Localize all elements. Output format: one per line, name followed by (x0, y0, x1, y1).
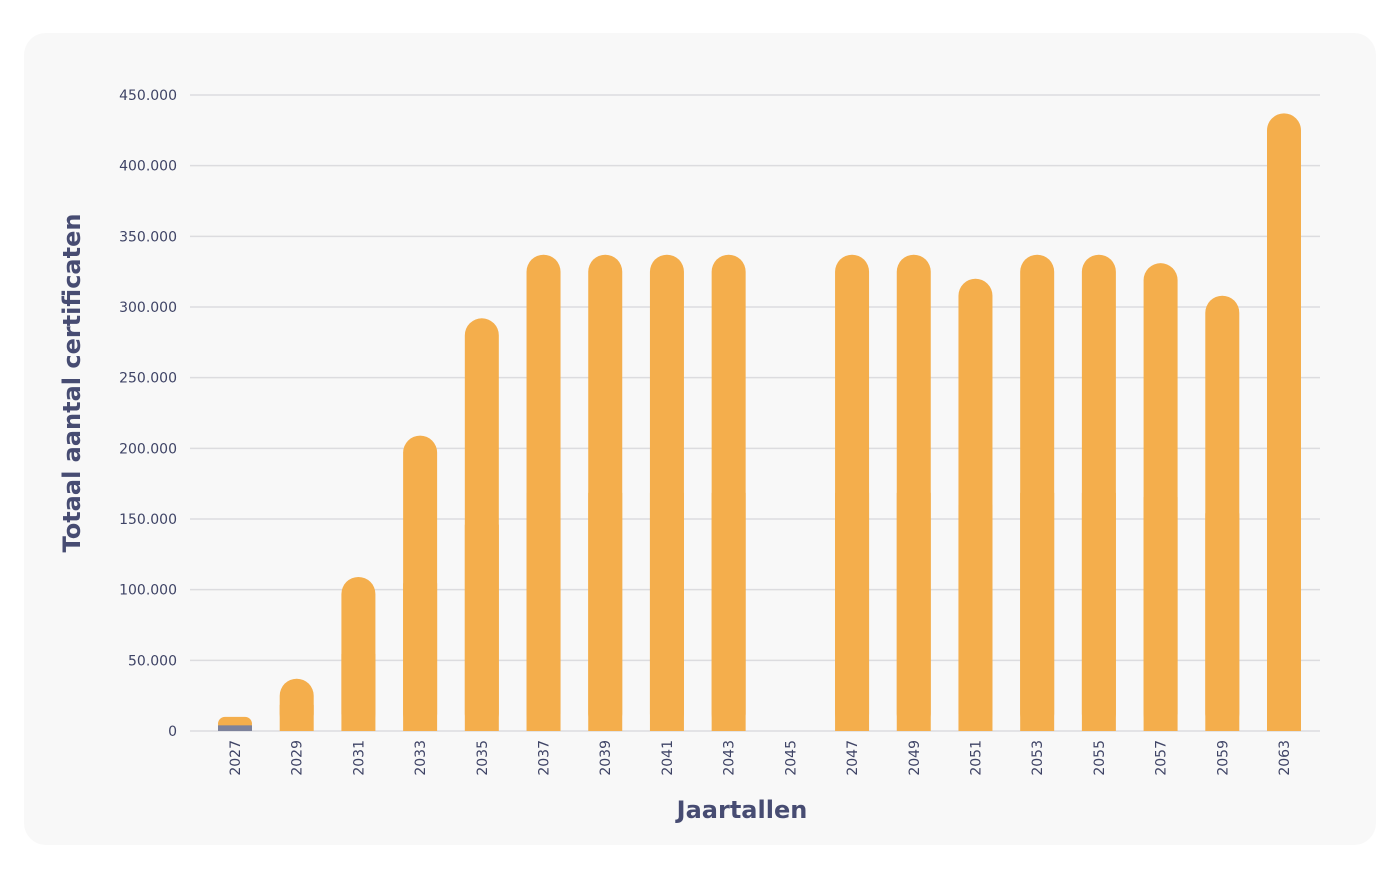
x-tick-label: 2043 (722, 740, 738, 776)
bar-base-2037 (526, 492, 561, 731)
x-tick-label: 2047 (845, 740, 861, 776)
x-tick-label: 2041 (660, 740, 676, 776)
x-tick-label: 2035 (475, 740, 491, 776)
bars (218, 113, 1301, 731)
bar-base-2055 (1081, 492, 1116, 731)
x-tick-label: 2055 (1092, 740, 1108, 776)
y-tick-label: 100.000 (119, 583, 177, 599)
gridlines (190, 94, 1320, 732)
bar-base-2031 (341, 653, 376, 731)
x-tick-label: 2057 (1154, 740, 1170, 776)
y-tick-label: 400.000 (119, 159, 177, 175)
x-tick-label: 2049 (907, 740, 923, 776)
x-tick-label: 2029 (290, 740, 306, 776)
bar-base-2035 (464, 524, 499, 731)
x-tick-label: 2051 (968, 740, 984, 776)
x-tick-label: 2031 (351, 740, 367, 776)
bar-base-2053 (1020, 492, 1055, 731)
y-tick-label: 450.000 (119, 88, 177, 104)
bar-base-2063 (1267, 422, 1301, 731)
bar-base-2051 (958, 504, 993, 731)
bar-base-2041 (649, 492, 684, 731)
x-tick-label: 2053 (1030, 740, 1046, 776)
y-tick-label: 350.000 (119, 229, 177, 245)
bar-base-2033 (403, 583, 438, 731)
y-tick-label: 150.000 (119, 512, 177, 528)
x-tick-label: 2059 (1215, 740, 1231, 776)
x-axis-ticks: 2027 2029 2031 2033 2035 2037 2039 2041 2043 2045… (228, 740, 1293, 776)
y-tick-label: 0 (168, 724, 177, 740)
bar-base-2039 (588, 492, 623, 731)
x-tick-label: 2033 (413, 740, 429, 776)
x-axis-title: Jaartallen (675, 796, 808, 824)
bar-base-2047 (835, 492, 870, 731)
x-tick-label: 2045 (783, 740, 799, 776)
y-tick-label: 250.000 (119, 371, 177, 387)
y-axis-title: Totaal aantal certificaten (58, 214, 86, 553)
y-axis-ticks: 0 50.000 100.000 150.000 200.000 250.000 300.0… (119, 88, 177, 740)
x-tick-label: 2037 (537, 740, 553, 776)
bar-base-2049 (896, 492, 931, 731)
bar-base-2057 (1143, 497, 1178, 731)
bar-base-2029 (279, 704, 314, 731)
bar-base-2059 (1205, 513, 1240, 731)
bar-base-2043 (711, 492, 746, 731)
x-tick-label: 2039 (598, 740, 614, 776)
y-tick-label: 50.000 (128, 653, 177, 669)
y-tick-label: 200.000 (119, 441, 177, 457)
y-tick-label: 300.000 (119, 300, 177, 316)
x-tick-label: 2063 (1277, 740, 1293, 776)
bar-segment-2027 (218, 725, 252, 731)
x-tick-label: 2027 (228, 740, 244, 776)
